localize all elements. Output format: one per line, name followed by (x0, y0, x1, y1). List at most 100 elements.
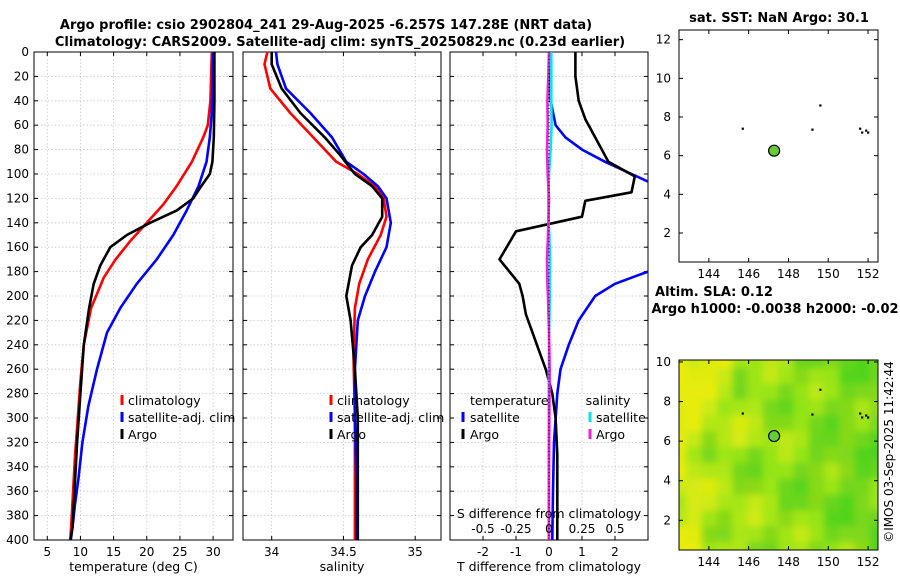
heatmap-cell (824, 367, 842, 385)
x-tick-label: 25 (172, 545, 187, 559)
heatmap-cell (870, 478, 878, 496)
y-tick-label: 20 (14, 69, 29, 83)
x-tick-label: 150 (817, 267, 840, 281)
heatmap-cell (870, 383, 878, 401)
y-tick-label: 400 (6, 533, 29, 547)
x-axis-label: salinity (320, 559, 365, 574)
heatmap-cell (732, 494, 750, 512)
track-point (819, 388, 822, 391)
heatmap-cell (839, 478, 857, 496)
x-axis-label: temperature (deg C) (69, 559, 198, 574)
legend-label: satellite (470, 410, 520, 425)
heatmap-cell (870, 462, 878, 480)
x-tick-label: 1 (578, 545, 586, 559)
heatmap-cell (824, 494, 842, 512)
heatmap-cell (701, 494, 719, 512)
heatmap-cell (747, 494, 765, 512)
y-tick-label: 80 (14, 143, 29, 157)
y-tick-label: 140 (6, 216, 29, 230)
heatmap-cell (701, 360, 719, 369)
heatmap-cell (679, 431, 688, 449)
y-tick-label: 100 (6, 167, 29, 181)
s-tick-label: 0 (545, 522, 553, 536)
track-point (867, 131, 870, 134)
heatmap-cell (854, 478, 872, 496)
heatmap-cell (762, 383, 780, 401)
y-tick-label: 6 (663, 434, 671, 448)
heatmap-cell (870, 360, 878, 369)
heatmap-cell (747, 478, 765, 496)
y-tick-label: 340 (6, 460, 29, 474)
x-tick-label: 148 (777, 555, 800, 569)
figure-title: Argo profile: csio 2902804_241 29-Aug-20… (60, 18, 592, 33)
heatmap-cell (854, 399, 872, 417)
heatmap-cell (870, 542, 878, 550)
panel-salinity: 34 34.5 35 salinity climatology satellite-adj… (242, 51, 444, 574)
legend-title: temperature (470, 393, 549, 408)
heatmap-cell (762, 360, 780, 369)
heatmap-cell (854, 383, 872, 401)
heatmap-cell (793, 447, 811, 464)
x-tick-label: 20 (139, 545, 154, 559)
x-tick-label: 5 (43, 545, 51, 559)
x-tick-label: -2 (477, 545, 489, 559)
heatmap-cell (732, 510, 750, 528)
heatmap-cell (808, 431, 826, 449)
y-tick-label: 380 (6, 509, 29, 523)
heatmap-cell (854, 431, 872, 449)
heatmap-cell (793, 399, 811, 417)
heatmap-cell (762, 494, 780, 512)
heatmap-cell (679, 526, 688, 544)
heatmap-cell (716, 431, 734, 449)
track-point (861, 416, 864, 419)
y-tick-label: 60 (14, 118, 29, 132)
y-tick-label: 8 (663, 110, 671, 124)
x-tick-label: 0 (545, 545, 553, 559)
heatmap-cell (824, 431, 842, 449)
y-tick-label: 220 (6, 313, 29, 327)
heatmap-cell (686, 383, 704, 401)
x-tick-label: 144 (697, 267, 720, 281)
x-tick-label: 144 (697, 555, 720, 569)
track-point (859, 412, 862, 415)
heatmap-cell (870, 494, 878, 512)
heatmap-cell (824, 383, 842, 401)
heatmap-cell (679, 462, 688, 480)
heatmap-cell (870, 510, 878, 528)
sla-map-title: Altim. SLA: 0.12 (655, 285, 773, 300)
series-line-argo (270, 52, 384, 540)
y-tick-label: 120 (6, 191, 29, 205)
heatmap-cell (808, 415, 826, 433)
sst-map-title: sat. SST: NaN Argo: 30.1 (689, 11, 869, 26)
heatmap-cell (839, 494, 857, 512)
argo-location-marker (768, 429, 781, 443)
heatmap-cell (870, 415, 878, 433)
heatmap-cell (808, 447, 826, 464)
heatmap-cell (778, 360, 796, 369)
heatmap-cell (679, 542, 688, 550)
heatmap-cell (701, 542, 719, 550)
s-tick-label: 0.25 (569, 522, 596, 536)
legend-label: satellite-adj. clim (128, 410, 235, 425)
heatmap-cell (793, 367, 811, 385)
s-tick-label: -0.25 (500, 522, 531, 536)
heatmap-cell (854, 367, 872, 385)
heatmap-cell (762, 542, 780, 550)
heatmap-cell (762, 478, 780, 496)
track-point (811, 128, 814, 131)
legend-label: Argo (128, 427, 157, 442)
heatmap-cell (701, 367, 719, 385)
heatmap-cell (716, 478, 734, 496)
heatmap-cell (854, 360, 872, 369)
heatmap-cell (839, 542, 857, 550)
timestamp-watermark: ©IMOS 03-Sep-2025 11:42:44 (882, 361, 896, 543)
heatmap-cell (793, 415, 811, 433)
axes-box (678, 29, 879, 263)
y-tick-label: 160 (6, 240, 29, 254)
heatmap-cell (870, 526, 878, 544)
heatmap-cell (747, 542, 765, 550)
heatmap-cell (808, 542, 826, 550)
legend-label: Argo (470, 427, 499, 442)
